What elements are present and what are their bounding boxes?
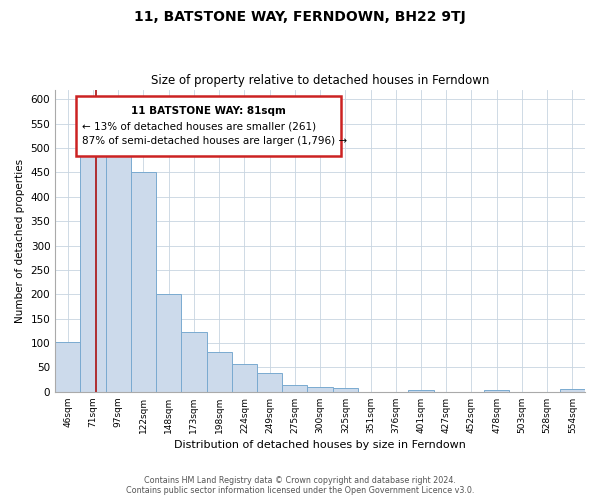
Bar: [156, 294, 181, 392]
Y-axis label: Number of detached properties: Number of detached properties: [15, 158, 25, 323]
Bar: [206, 352, 232, 392]
Bar: [55, 342, 80, 392]
Bar: [80, 154, 106, 392]
Bar: [181, 332, 206, 392]
Text: ← 13% of detached houses are smaller (261): ← 13% of detached houses are smaller (26…: [82, 122, 316, 132]
Text: Contains HM Land Registry data © Crown copyright and database right 2024.
Contai: Contains HM Land Registry data © Crown c…: [126, 476, 474, 495]
Bar: [484, 390, 509, 392]
Bar: [307, 387, 332, 392]
FancyBboxPatch shape: [76, 96, 341, 156]
Text: 87% of semi-detached houses are larger (1,796) →: 87% of semi-detached houses are larger (…: [82, 136, 347, 146]
X-axis label: Distribution of detached houses by size in Ferndown: Distribution of detached houses by size …: [174, 440, 466, 450]
Bar: [409, 390, 434, 392]
Bar: [232, 364, 257, 392]
Bar: [257, 374, 282, 392]
Text: 11, BATSTONE WAY, FERNDOWN, BH22 9TJ: 11, BATSTONE WAY, FERNDOWN, BH22 9TJ: [134, 10, 466, 24]
Bar: [131, 172, 156, 392]
Title: Size of property relative to detached houses in Ferndown: Size of property relative to detached ho…: [151, 74, 489, 87]
Text: 11 BATSTONE WAY: 81sqm: 11 BATSTONE WAY: 81sqm: [131, 106, 286, 116]
Bar: [106, 154, 131, 392]
Bar: [332, 388, 358, 392]
Bar: [282, 384, 307, 392]
Bar: [560, 390, 585, 392]
